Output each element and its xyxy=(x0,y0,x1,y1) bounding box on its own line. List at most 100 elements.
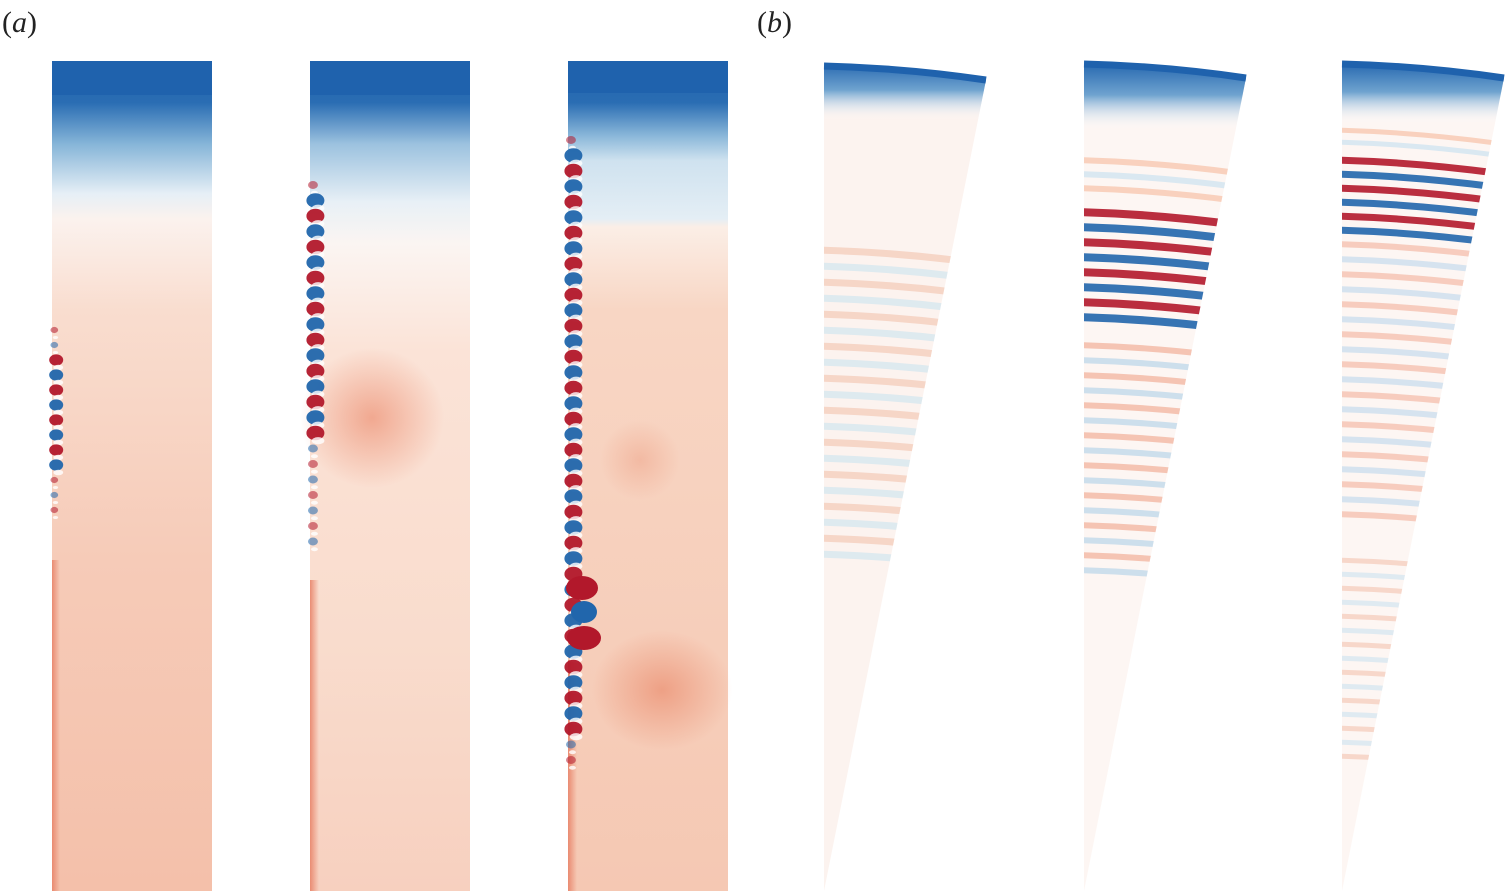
vortex-gap xyxy=(310,469,318,474)
vortex-cell xyxy=(306,363,325,379)
vortex-gap xyxy=(52,500,59,505)
vortex-gap xyxy=(52,350,59,355)
vortex-cell xyxy=(564,163,583,179)
vortex-gap xyxy=(52,485,59,490)
vortex-cell xyxy=(564,241,583,256)
vortex-cell xyxy=(564,287,583,303)
vortex-cell xyxy=(564,489,583,504)
panel-b-field-2 xyxy=(1084,64,1246,891)
vortex-cell xyxy=(564,210,583,225)
vortex-cell xyxy=(308,181,318,189)
vortex-cell xyxy=(49,444,64,456)
vortex-cell xyxy=(306,379,325,394)
vortex-cell-large xyxy=(567,626,601,650)
vortex-cell xyxy=(306,394,325,410)
vortex-gap xyxy=(568,750,576,755)
vortex-cell xyxy=(564,148,583,163)
vortex-cell xyxy=(306,317,325,332)
vortex-cell xyxy=(50,476,59,484)
vortex-gap xyxy=(310,547,318,552)
vortex-gap xyxy=(53,469,64,476)
panel-label-b-letter: b xyxy=(767,6,782,39)
panel-b-boundary-2 xyxy=(1083,60,1247,82)
panel-label-b-close: ) xyxy=(782,6,792,39)
vortex-cell xyxy=(564,442,583,458)
vortex-cell xyxy=(306,332,325,348)
vortex-cell xyxy=(564,520,583,535)
vortex-cell xyxy=(564,396,583,411)
vortex-gap xyxy=(53,454,64,461)
vortex-cell xyxy=(50,506,59,514)
vortex-cell xyxy=(308,475,318,484)
vortex-cell-large xyxy=(566,576,598,600)
vortex-cell xyxy=(50,491,59,499)
vortex-cell xyxy=(308,522,318,530)
vortex-gap xyxy=(52,335,59,340)
vortex-cell xyxy=(308,537,318,546)
vortex-gap xyxy=(53,439,64,446)
vortex-cell xyxy=(564,256,583,272)
vortex-cell xyxy=(49,429,64,441)
vortex-cell xyxy=(564,551,583,566)
panel-a-field-1 xyxy=(49,61,212,891)
vortex-cell xyxy=(49,399,64,411)
panel-b-boundary-1 xyxy=(823,62,987,84)
vortex-cell xyxy=(308,444,318,453)
vortex-gap xyxy=(53,394,64,401)
panel-label-a-open: ( xyxy=(2,6,12,39)
vortex-cell xyxy=(308,491,318,499)
vortex-cell xyxy=(564,473,583,489)
vortex-gap xyxy=(53,379,64,386)
vortex-cell xyxy=(564,427,583,442)
vortex-cell xyxy=(49,459,64,471)
panel-a-field-3 xyxy=(564,61,732,891)
vortex-cell xyxy=(564,349,583,365)
vortex-cell xyxy=(49,384,64,396)
vortex-gap xyxy=(310,500,318,505)
panel-a-field-2 xyxy=(300,61,470,891)
vortex-cell xyxy=(564,721,583,737)
vortex-cell xyxy=(306,301,325,317)
vortex-cell xyxy=(564,675,583,690)
vortex-gap xyxy=(568,765,576,770)
panel-label-a-letter: a xyxy=(12,6,27,39)
vortex-gap xyxy=(53,409,64,416)
panel-label-a: (a) xyxy=(2,8,37,38)
vortex-gap xyxy=(311,437,325,445)
vortex-gap xyxy=(569,733,583,741)
panel-b-field-1 xyxy=(824,66,986,891)
vortex-cell xyxy=(566,136,576,144)
vortex-cell xyxy=(564,504,583,520)
vortex-cell xyxy=(306,410,325,425)
vortex-cell xyxy=(306,239,325,255)
vortex-cell xyxy=(306,425,325,441)
vortex-cell xyxy=(564,318,583,334)
panel-label-b-open: ( xyxy=(757,6,767,39)
vortex-cell xyxy=(49,414,64,426)
vortex-cell xyxy=(564,225,583,241)
vortex-cell xyxy=(49,354,64,366)
vortex-cell xyxy=(306,270,325,286)
vortex-cell xyxy=(564,690,583,706)
vortex-cell xyxy=(306,208,325,224)
vortex-gap xyxy=(310,531,318,536)
vortex-cell xyxy=(564,365,583,380)
panel-label-b: (b) xyxy=(757,8,792,38)
vortex-gap xyxy=(53,424,64,431)
vortex-cell xyxy=(564,458,583,473)
vortex-gap xyxy=(310,485,318,490)
vortex-cell xyxy=(50,341,59,349)
vortex-gap xyxy=(310,454,318,459)
vortex-cell xyxy=(306,224,325,239)
vortex-cell xyxy=(306,193,325,208)
vortex-cell xyxy=(308,506,318,515)
vortex-cell xyxy=(564,334,583,349)
vortex-cell xyxy=(50,326,59,334)
vortex-gap xyxy=(52,515,59,520)
vortex-cell xyxy=(564,659,583,675)
panel-label-a-close: ) xyxy=(27,6,37,39)
vortex-cell xyxy=(564,535,583,551)
vortex-cell xyxy=(306,348,325,363)
vortex-gap xyxy=(53,364,64,371)
